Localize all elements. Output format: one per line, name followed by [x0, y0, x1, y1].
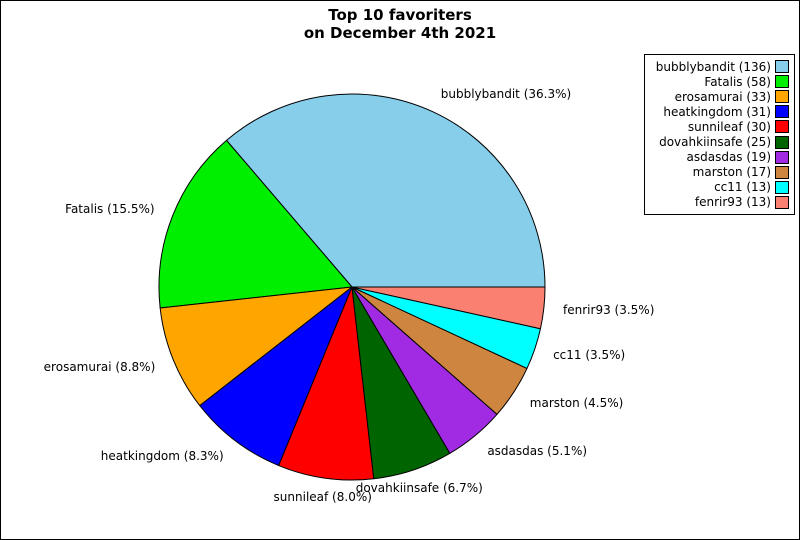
pie-slice-label-erosamurai: erosamurai (8.8%) — [43, 359, 156, 374]
legend-label: Fatalis (58) — [704, 74, 771, 89]
pie-slice-label-dovahkiinsafe: dovahkiinsafe (6.7%) — [355, 481, 483, 496]
pie-slice-label-cc11: cc11 (3.5%) — [553, 348, 626, 363]
legend-swatch-icon — [775, 135, 789, 149]
pie-slice-heatkingdom — [199, 286, 353, 467]
pie-slice-label-sunnileaf: sunnileaf (8.0%) — [273, 490, 372, 505]
legend-item-dovahkiinsafe: dovahkiinsafe (25) — [649, 134, 789, 149]
pie-slice-label-fenrir93: fenrir93 (3.5%) — [563, 303, 655, 318]
legend-item-fenrir93: fenrir93 (13) — [649, 195, 789, 210]
legend-item-erosamurai: erosamurai (33) — [649, 89, 789, 104]
legend-swatch-icon — [775, 150, 789, 164]
pie-slice-erosamurai — [159, 286, 353, 407]
legend: bubblybandit (136) Fatalis (58) erosamurai… — [644, 54, 795, 215]
legend-swatch-icon — [775, 90, 789, 104]
legend-item-sunnileaf: sunnileaf (30) — [649, 119, 789, 134]
legend-swatch-icon — [775, 105, 789, 119]
pie-slice-bubblybandit — [226, 93, 546, 288]
legend-label: heatkingdom (31) — [663, 104, 771, 119]
pie-slice-fenrir93 — [351, 286, 546, 330]
legend-label: erosamurai (33) — [674, 89, 771, 104]
legend-item-Fatalis: Fatalis (58) — [649, 74, 789, 89]
legend-swatch-icon — [775, 60, 789, 74]
legend-swatch-icon — [775, 165, 789, 179]
pie-slice-Fatalis — [158, 139, 353, 309]
legend-label: dovahkiinsafe (25) — [659, 135, 771, 150]
pie-slice-label-asdasdas: asdasdas (5.1%) — [487, 443, 588, 458]
legend-swatch-icon — [775, 180, 789, 194]
legend-item-asdasdas: asdasdas (19) — [649, 150, 789, 165]
chart-title: Top 10 favoriters on December 4th 2021 — [1, 6, 799, 42]
chart-title-line1: Top 10 favoriters — [328, 6, 472, 24]
pie-slice-label-marston: marston (4.5%) — [529, 395, 624, 410]
legend-item-bubblybandit: bubblybandit (136) — [649, 59, 789, 74]
legend-label: marston (17) — [692, 165, 771, 180]
legend-item-cc11: cc11 (13) — [649, 180, 789, 195]
legend-swatch-icon — [775, 75, 789, 89]
legend-swatch-icon — [775, 195, 789, 209]
chart-title-line2: on December 4th 2021 — [303, 24, 497, 42]
legend-label: fenrir93 (13) — [694, 195, 771, 210]
legend-item-marston: marston (17) — [649, 165, 789, 180]
pie-slice-label-bubblybandit: bubblybandit (36.3%) — [440, 87, 572, 102]
pie-slice-label-Fatalis: Fatalis (15.5%) — [65, 201, 155, 216]
legend-label: sunnileaf (30) — [687, 119, 771, 134]
legend-swatch-icon — [775, 120, 789, 134]
pie-slice-label-heatkingdom: heatkingdom (8.3%) — [100, 449, 224, 464]
legend-label: cc11 (13) — [714, 180, 771, 195]
pie-slice-sunnileaf — [278, 286, 375, 481]
legend-item-heatkingdom: heatkingdom (31) — [649, 104, 789, 119]
legend-label: asdasdas (19) — [686, 150, 772, 165]
legend-label: bubblybandit (136) — [655, 59, 771, 74]
